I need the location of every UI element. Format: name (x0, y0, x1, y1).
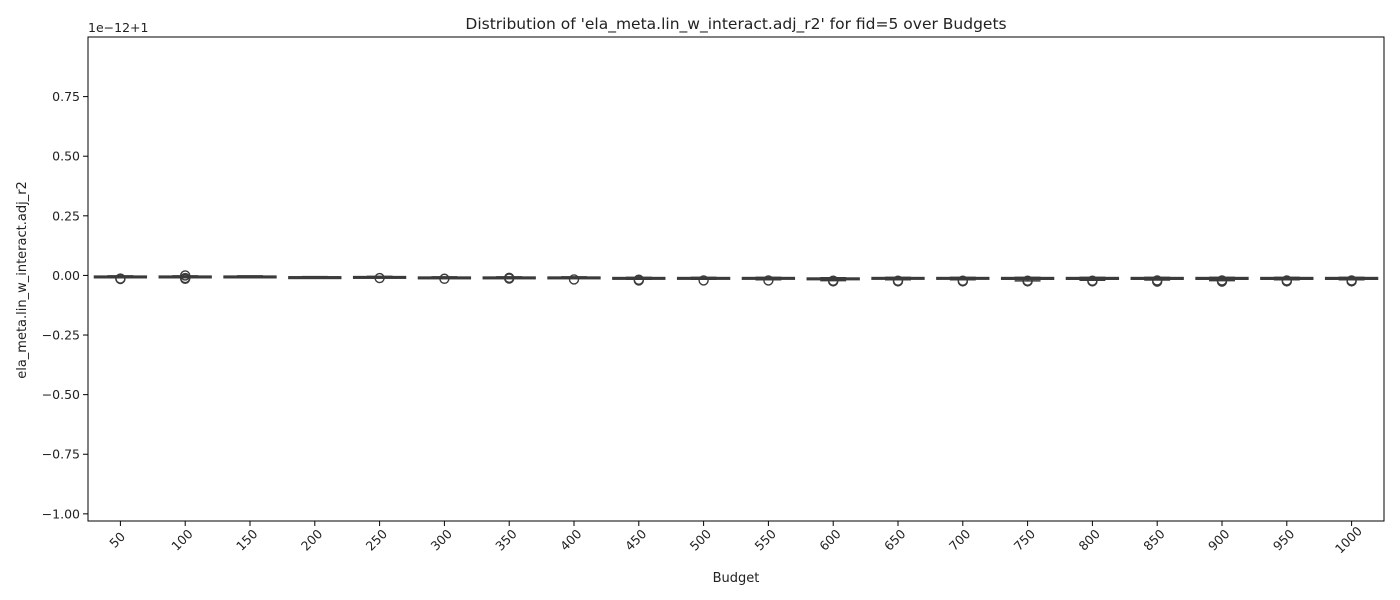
y-tick-label: 0.50 (52, 149, 80, 164)
plot-area (93, 270, 1379, 287)
y-tick-label: 0.75 (52, 89, 80, 104)
outlier-point (568, 274, 580, 285)
x-axis: 50 100 150 200 250 300 350 400 450 500 550 600 650 70… (106, 521, 1365, 556)
box-group (223, 275, 277, 279)
box-group (871, 275, 925, 287)
outlier-point (1087, 276, 1098, 287)
y-tick-label: −0.25 (42, 328, 80, 343)
box-group (547, 274, 601, 285)
box-group (676, 275, 731, 286)
x-tick-label: 550 (751, 526, 779, 554)
outlier-point (374, 272, 385, 284)
box-group (806, 275, 860, 287)
box-group (1260, 275, 1314, 287)
box-group (1195, 275, 1249, 287)
box-group (1065, 275, 1120, 287)
box-group (936, 275, 990, 287)
x-axis-title: Budget (713, 571, 760, 586)
x-tick-label: 800 (1075, 526, 1103, 554)
outlier-point (504, 273, 515, 284)
outlier-point (1022, 276, 1033, 287)
x-tick-label: 400 (557, 526, 585, 554)
x-tick-label: 650 (881, 526, 909, 554)
outlier-point (115, 273, 126, 285)
x-tick-label: 100 (168, 526, 196, 554)
plot-frame (87, 36, 1385, 522)
x-tick-label: 850 (1140, 526, 1168, 554)
x-tick-label: 500 (687, 526, 715, 554)
x-tick-label: 350 (492, 526, 520, 554)
outlier-point (892, 276, 904, 287)
x-tick-label: 250 (363, 526, 391, 554)
outlier-point (633, 275, 644, 286)
y-tick-label: 0.00 (52, 268, 80, 283)
y-offset-label: 1e−12+1 (88, 20, 148, 35)
box-group (158, 270, 212, 284)
chart-title: Distribution of 'ela_meta.lin_w_interact… (465, 15, 1006, 34)
x-tick-label: 450 (622, 526, 650, 554)
box-group (1324, 275, 1379, 287)
box-group (93, 273, 148, 285)
outlier-point (763, 275, 774, 286)
box-group (417, 273, 472, 284)
outlier-point (828, 276, 839, 287)
box-group (352, 272, 407, 284)
x-tick-label: 950 (1270, 526, 1298, 554)
outlier-point (957, 276, 968, 287)
y-tick-label: 0.25 (52, 208, 80, 223)
x-tick-label: 600 (816, 526, 844, 554)
box-group (288, 275, 342, 280)
outlier-point (1151, 276, 1163, 287)
outlier-point (698, 275, 709, 286)
x-tick-label: 900 (1205, 526, 1233, 554)
y-tick-label: −0.50 (42, 387, 80, 402)
outlier-point (179, 270, 191, 281)
box-group (741, 275, 796, 286)
x-tick-label: 300 (427, 526, 455, 554)
box-group (482, 272, 536, 284)
y-tick-label: −1.00 (42, 506, 80, 521)
outlier-point (1281, 276, 1293, 287)
x-tick-label: 50 (106, 529, 128, 551)
y-tick-label: −0.75 (42, 447, 80, 462)
outlier-point (1346, 276, 1357, 287)
y-axis-title: ela_meta.lin_w_interact.adj_r2 (15, 181, 30, 379)
x-tick-label: 700 (946, 526, 974, 554)
outlier-point (179, 273, 191, 284)
outlier-point (439, 273, 450, 284)
box-group (1000, 275, 1055, 287)
outlier-point (1216, 276, 1228, 287)
box-group (612, 274, 666, 286)
x-tick-label: 150 (233, 526, 261, 554)
y-axis: 0.75 0.50 0.25 0.00 −0.25 −0.50 −0.75 −1.00 (42, 89, 88, 521)
box-group (1130, 275, 1184, 287)
x-tick-label: 1000 (1332, 523, 1365, 556)
x-tick-label: 750 (1011, 526, 1039, 554)
x-tick-label: 200 (298, 526, 326, 554)
